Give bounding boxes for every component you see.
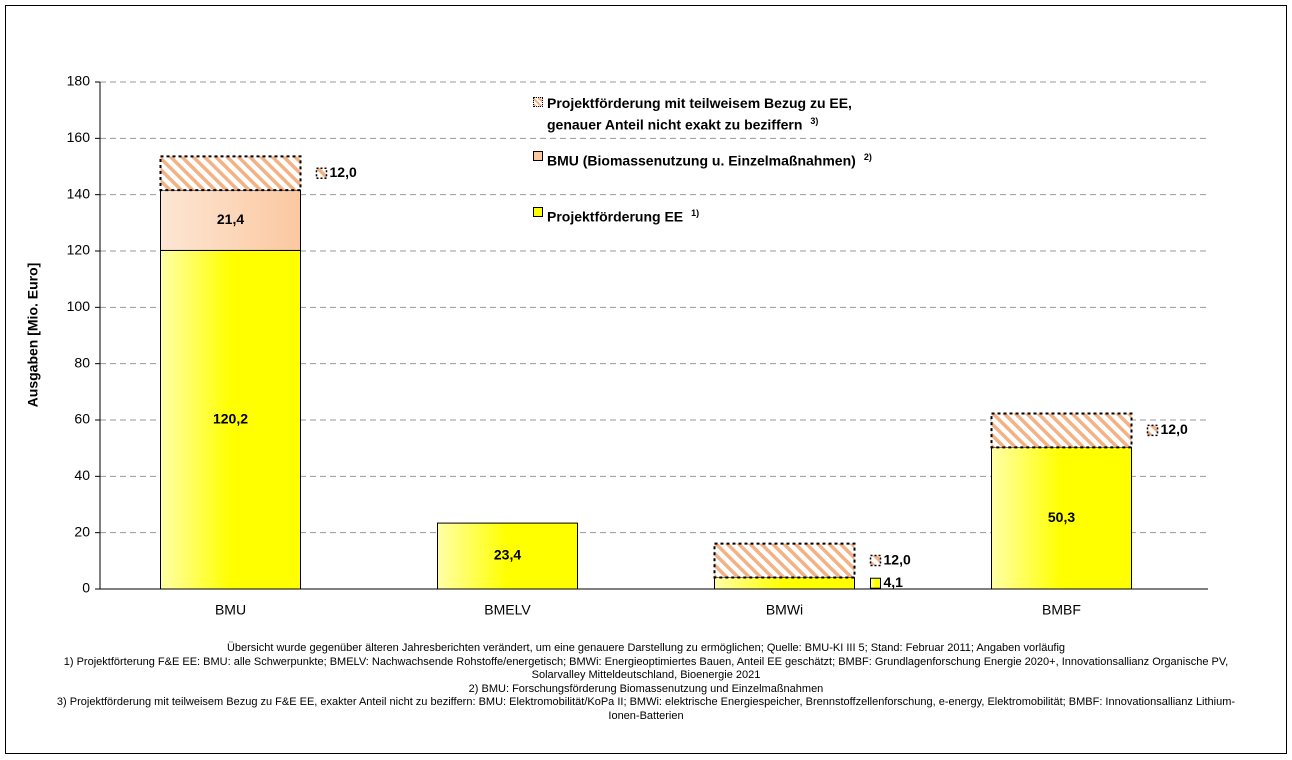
y-tick-label: 40 xyxy=(74,467,90,483)
x-tick-label: BMBF xyxy=(1042,602,1081,618)
footnote: 2) BMU: Forschungsförderung Biomassenutz… xyxy=(468,682,824,695)
label-icon xyxy=(315,167,328,180)
legend-label: Projektförderung mit teilweisem Bezug zu… xyxy=(547,95,852,133)
legend-label: BMU (Biomassenutzung u. Einzelmaßnahmen) xyxy=(547,152,856,169)
y-tick-label: 180 xyxy=(67,73,91,89)
y-tick-label: 140 xyxy=(67,185,91,201)
bar-segment xyxy=(713,542,856,579)
label-icon xyxy=(870,577,881,589)
value-label: 120,2 xyxy=(213,410,248,426)
bar-segment xyxy=(990,412,1133,449)
frame xyxy=(5,5,1287,754)
y-tick-label: 20 xyxy=(74,523,90,539)
y-tick-label: 80 xyxy=(74,354,90,370)
legend-label: Projektförderung EE xyxy=(547,208,684,225)
legend-item: BMU (Biomassenutzung u. Einzelmaßnahmen)… xyxy=(533,148,907,170)
bar-segment xyxy=(714,576,855,590)
legend-item: Projektförderung EE 1) xyxy=(533,204,907,226)
footnote: Übersicht wurde gegenüber älteren Jahres… xyxy=(226,642,1066,654)
value-label: 23,4 xyxy=(494,547,521,563)
y-tick-label: 160 xyxy=(67,129,91,145)
value-label: 21,4 xyxy=(217,211,244,227)
footnote: 1) Projektförterung F&E EE: BMU: alle Sc… xyxy=(63,655,1229,682)
value-label: 12,0 xyxy=(884,551,911,567)
x-tick-label: BMWi xyxy=(766,602,803,618)
label-icon xyxy=(1146,424,1159,437)
legend-item: Projektförderung mit teilweisem Bezug zu… xyxy=(533,94,907,134)
y-tick-label: 100 xyxy=(67,298,91,314)
y-tick-label: 0 xyxy=(82,580,90,596)
x-tick-label: BMELV xyxy=(484,602,531,618)
footnotes: Übersicht wurde gegenüber älteren Jahres… xyxy=(50,642,1242,723)
y-tick-label: 120 xyxy=(67,242,91,258)
bar-segment xyxy=(159,155,302,192)
bar-segment xyxy=(160,189,301,251)
footnote: 3) Projektförderung mit teilweisem Bezug… xyxy=(56,696,1236,722)
legend-note: 1) xyxy=(691,208,700,218)
y-axis-label: Ausgaben [Mio. Euro] xyxy=(25,263,41,408)
bar-segment xyxy=(437,522,578,590)
value-label: 12,0 xyxy=(1161,421,1188,437)
legend-icon xyxy=(533,97,543,107)
value-label: 4,1 xyxy=(884,574,904,590)
bar-segment xyxy=(991,446,1132,590)
y-tick-label: 60 xyxy=(74,411,90,427)
legend-note: 3) xyxy=(810,116,819,126)
label-icon xyxy=(869,554,882,567)
legend-icon xyxy=(533,151,543,161)
legend-icon xyxy=(533,207,543,217)
value-label: 12,0 xyxy=(330,164,357,180)
value-label: 50,3 xyxy=(1048,509,1075,525)
legend-note: 2) xyxy=(863,152,872,162)
x-tick-label: BMU xyxy=(215,602,246,618)
